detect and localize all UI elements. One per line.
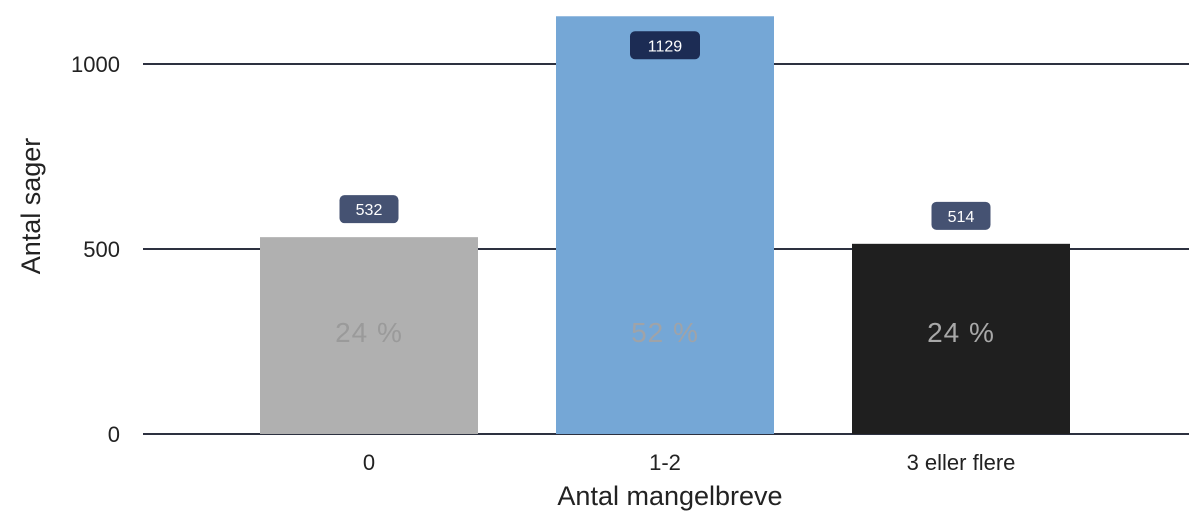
data-label-box [931,201,991,230]
y-axis-title: Antal sager [16,138,46,275]
y-tick-label: 1000 [71,52,120,77]
percent-label: 24 % [335,317,403,348]
percent-labels: 24 % 52 % 24 % [335,317,995,348]
data-label-box [630,31,700,60]
bar [556,16,774,435]
x-axis-tick-labels: 0 1-2 3 eller flere [363,450,1016,475]
data-label: 532 [356,202,383,219]
bars [260,16,1070,435]
data-label-box [339,195,399,224]
y-tick-label: 500 [83,237,120,262]
bar [852,243,1070,434]
x-tick-label: 1-2 [649,450,681,475]
percent-label: 24 % [927,317,995,348]
y-axis-tick-labels: 0 500 1000 [71,52,120,447]
data-labels: 532 1129 514 [339,31,991,230]
bar [260,237,478,434]
data-label: 514 [948,209,975,226]
x-tick-label: 0 [363,450,375,475]
data-label: 1129 [648,38,683,55]
y-tick-label: 0 [108,422,120,447]
percent-label: 52 % [631,317,699,348]
x-axis-title: Antal mangelbreve [557,481,782,511]
x-tick-label: 3 eller flere [907,450,1016,475]
